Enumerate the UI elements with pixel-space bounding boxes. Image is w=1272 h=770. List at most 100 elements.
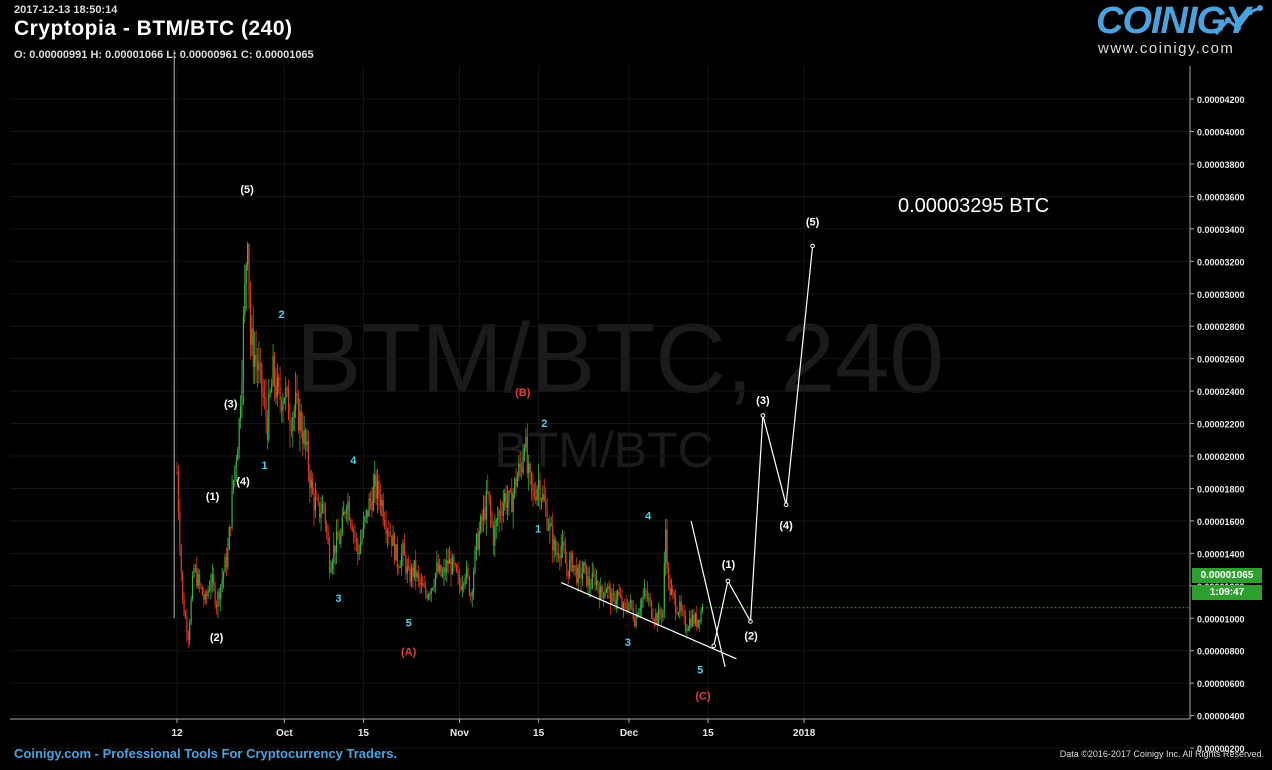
candle-body: [221, 578, 223, 585]
y-tick-label: 0.00001600: [1197, 517, 1245, 527]
wave-node: [760, 413, 766, 418]
candle-body: [562, 541, 564, 546]
candle-body: [437, 562, 439, 572]
candle-body: [208, 588, 211, 591]
candle-body: [543, 494, 545, 501]
candle-body: [432, 588, 434, 589]
candle-body: [393, 534, 396, 561]
candle-body: [389, 535, 391, 537]
footer-tagline[interactable]: Coinigy.com - Professional Tools For Cry…: [14, 746, 398, 761]
candle-body: [355, 538, 357, 542]
target-price-label: 0.00003295 BTC: [898, 195, 1049, 217]
candle-body: [258, 363, 260, 371]
candle-body: [489, 499, 492, 515]
candle-body: [417, 572, 420, 578]
candle-body: [487, 490, 489, 492]
wave-label: 2: [278, 309, 284, 321]
wave-label: (B): [515, 387, 531, 399]
candle-body: [285, 387, 287, 398]
candle-body: [631, 600, 633, 609]
candle-body: [341, 515, 343, 534]
candle-body: [686, 630, 688, 632]
candle-body: [245, 264, 247, 284]
candle-body: [653, 619, 656, 621]
candle-body: [638, 611, 640, 617]
candle-body: [338, 539, 341, 544]
y-tick-label: 0.00004200: [1197, 95, 1245, 105]
candle-body: [426, 594, 428, 599]
candle-body: [556, 553, 558, 555]
candle-body: [303, 429, 305, 444]
candle-body: [553, 539, 555, 551]
candle-body: [228, 526, 230, 550]
candle-body: [333, 545, 335, 563]
candle-body: [367, 510, 369, 517]
candle-body: [611, 593, 613, 606]
candle-body: [235, 460, 237, 467]
candle-body: [602, 592, 605, 598]
candle-body: [539, 479, 541, 501]
candle-body: [372, 486, 374, 511]
y-tick-label: 0.00003000: [1197, 290, 1245, 300]
y-tick-label: 0.00003800: [1197, 160, 1245, 170]
candle-body: [182, 571, 184, 600]
candle-body: [691, 614, 694, 626]
candle-body: [409, 568, 411, 583]
candle-body: [272, 356, 274, 386]
candle-body: [651, 601, 653, 618]
candle-body: [465, 567, 468, 578]
candle-body: [694, 614, 696, 624]
candle-body: [515, 478, 517, 487]
candle-body: [392, 534, 394, 547]
candle-body: [297, 394, 300, 431]
candle-body: [584, 562, 586, 565]
candle-body: [344, 512, 346, 514]
candle-body: [634, 619, 636, 627]
candle-body: [310, 479, 312, 488]
wave-label: 4: [645, 510, 652, 522]
candle-body: [283, 397, 285, 403]
candle-body: [665, 529, 667, 564]
candle-body: [227, 549, 229, 568]
candle-body: [540, 499, 543, 501]
coinigy-logo[interactable]: COINIGY www.coinigy.com: [1096, 0, 1266, 58]
candle-body: [557, 553, 559, 558]
candle-body: [427, 594, 430, 599]
candle-body: [591, 573, 593, 589]
candle-body: [511, 491, 513, 513]
candle-body: [439, 565, 441, 572]
candle-body: [626, 608, 629, 611]
candle-body: [352, 530, 355, 532]
candle-body: [321, 503, 324, 513]
candle-body: [204, 593, 206, 600]
candle-body: [259, 363, 261, 365]
candle-body: [328, 543, 331, 573]
candle-body: [313, 493, 315, 511]
candle-body: [289, 419, 291, 430]
candle-body: [354, 531, 356, 539]
candle-body: [528, 463, 530, 473]
candle-body: [506, 501, 509, 508]
candle-body: [265, 397, 267, 418]
candle-body: [554, 539, 557, 555]
candle-body: [576, 565, 578, 583]
candle-body: [196, 567, 198, 587]
candle-body: [646, 591, 648, 599]
y-tick-label: 0.00000400: [1197, 712, 1245, 722]
x-tick-label: 2018: [793, 728, 816, 739]
candle-body: [317, 498, 319, 503]
candle-body: [309, 471, 311, 488]
candle-body: [323, 503, 325, 506]
candle-body: [494, 525, 496, 546]
wave-label: 5: [406, 617, 412, 629]
candle-body: [197, 574, 199, 587]
candle-body: [203, 594, 205, 600]
wave-label: 1: [262, 460, 268, 472]
candle-body: [478, 531, 480, 550]
candle-body: [552, 525, 554, 551]
candle-body: [184, 614, 187, 618]
candle-body: [667, 568, 670, 580]
candle-body: [365, 510, 367, 518]
candle-body: [217, 591, 219, 608]
